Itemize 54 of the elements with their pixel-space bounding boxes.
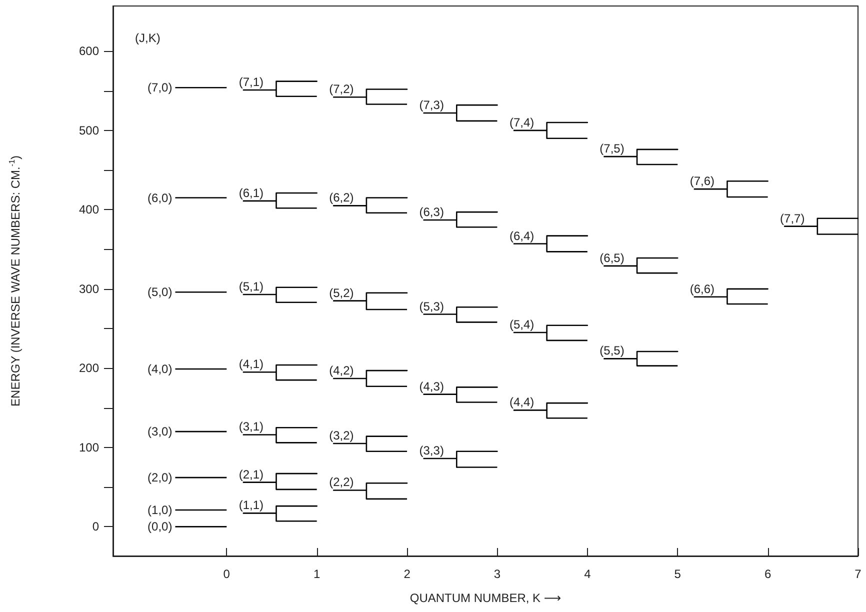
annotation: (7,2) <box>329 82 354 96</box>
y-tick-label: 600 <box>78 44 100 58</box>
annotation: (6,0) <box>148 190 172 205</box>
annotation: (J,K) <box>135 31 160 45</box>
annotation: (1,1) <box>238 498 264 512</box>
annotation: (6,1) <box>238 186 264 200</box>
annotation: (3,1) <box>238 420 264 434</box>
annotation: (5,5) <box>600 344 624 358</box>
annotation: (1,0) <box>148 503 172 518</box>
y-tick-label: 500 <box>78 123 100 138</box>
y-axis-title: ENERGY (INVERSE WAVE NUMBERS: CM.-1) <box>8 155 22 406</box>
x-tick-label: 1 <box>313 567 320 581</box>
annotation: (4,2) <box>329 363 354 378</box>
annotation: (3,2) <box>329 428 354 442</box>
annotation: (2,1) <box>238 467 264 482</box>
y-tick-label: 400 <box>78 202 100 217</box>
annotation: (4,1) <box>238 357 264 372</box>
annotation: (5,4) <box>509 318 534 332</box>
annotation: (7,3) <box>419 98 444 112</box>
annotation: (3,0) <box>148 424 172 439</box>
x-tick-label: 4 <box>584 567 592 581</box>
annotation: (5,3) <box>419 299 444 314</box>
annotation: (7,7) <box>780 211 805 226</box>
annotation: (6,5) <box>600 250 624 265</box>
x-tick-label: 7 <box>854 567 862 581</box>
annotation: (2,0) <box>148 470 172 485</box>
annotation: (5,1) <box>238 279 264 294</box>
y-tick-label: 300 <box>78 282 100 296</box>
x-tick-label: 2 <box>404 567 411 581</box>
x-tick-label: 0 <box>223 567 230 581</box>
x-tick-label: 3 <box>494 567 501 581</box>
x-axis-title: QUANTUM NUMBER, K ⟶ <box>410 591 562 605</box>
annotation: (7,0) <box>148 80 172 95</box>
annotation: (7,1) <box>238 75 264 90</box>
annotation: (4,4) <box>509 395 534 410</box>
annotation: (6,3) <box>419 204 444 219</box>
annotation: (6,4) <box>509 228 534 243</box>
annotation: (2,2) <box>329 475 354 490</box>
annotation: (5,2) <box>329 286 354 300</box>
annotation: (5,0) <box>148 285 172 300</box>
annotation: (3,3) <box>419 444 444 458</box>
annotation: (7,6) <box>690 174 715 188</box>
annotation: (6,6) <box>690 282 715 296</box>
annotation: (6,2) <box>329 190 354 205</box>
annotation: (7,5) <box>600 142 624 156</box>
annotation: (4,0) <box>148 362 172 376</box>
x-tick-label: 6 <box>764 567 772 581</box>
annotation: (0,0) <box>148 520 172 534</box>
x-tick-label: 5 <box>674 567 682 581</box>
y-tick-label: 0 <box>92 520 100 534</box>
annotation: (7,4) <box>509 115 534 130</box>
annotation: (4,3) <box>419 379 444 394</box>
y-tick-label: 100 <box>78 440 100 454</box>
y-tick-label: 200 <box>78 361 100 376</box>
